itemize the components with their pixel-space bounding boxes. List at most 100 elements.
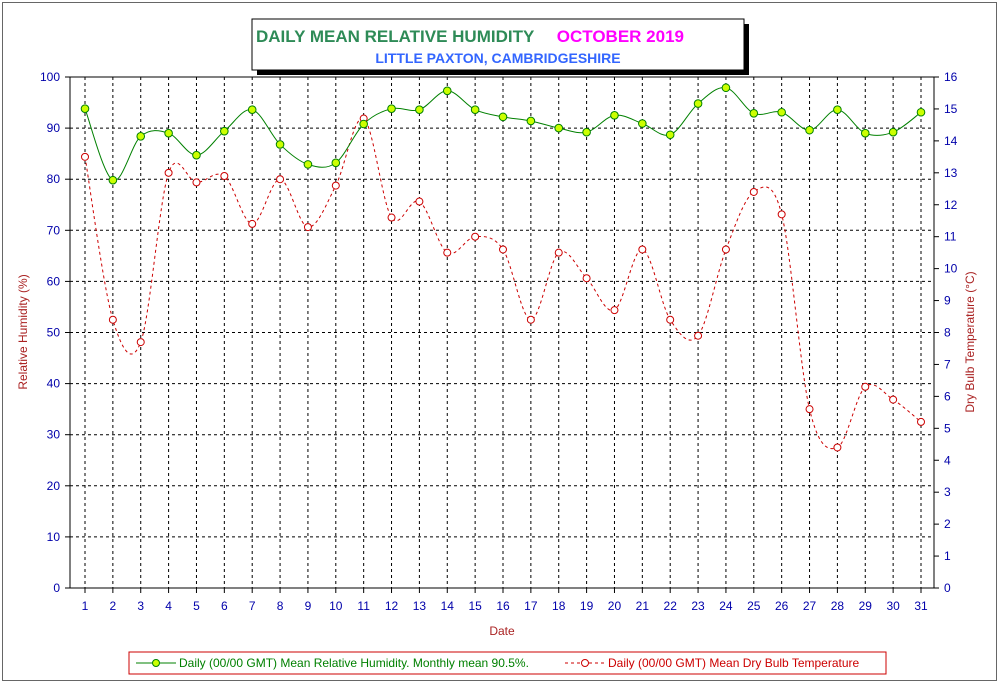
title-period: OCTOBER 2019	[557, 27, 684, 46]
humidity-point	[470, 105, 480, 115]
humidity-point	[805, 125, 814, 135]
y-right-tick-label: 6	[944, 389, 951, 403]
x-tick-label: 8	[277, 599, 284, 613]
y-right-tick-label: 4	[944, 453, 951, 467]
temperature-point	[136, 338, 145, 347]
temperature-point	[610, 306, 619, 315]
y-right-tick-label: 2	[944, 517, 951, 531]
humidity-point	[247, 105, 257, 115]
humidity-point	[916, 107, 926, 117]
svg-text:DAILY MEAN RELATIVE HUMIDITY: DAILY MEAN RELATIVE HUMIDITY OCTOBER 201…	[256, 27, 684, 46]
temperature-point	[443, 248, 452, 257]
axis-ticks: 1 2 3 4 5 6 7 8 9 10 11 12 13 14 15 16 17 18 19 20 21 22 23 24 2…	[40, 70, 958, 613]
humidity-point	[359, 119, 368, 129]
x-tick-label: 23	[691, 599, 705, 613]
y-right-tick-label: 5	[944, 421, 951, 435]
y-left-tick-label: 60	[47, 274, 61, 288]
y-left-tick-label: 30	[47, 428, 61, 442]
humidity-point	[498, 112, 508, 122]
y-right-tick-label: 14	[944, 134, 958, 148]
humidity-point	[387, 104, 396, 113]
y-left-axis-title: Relative Humidity (%)	[16, 274, 30, 389]
legend-temperature-label: Daily (00/00 GMT) Mean Dry Bulb Temperat…	[608, 656, 860, 670]
x-tick-label: 26	[775, 599, 789, 613]
y-right-tick-label: 16	[944, 70, 958, 84]
x-tick-label: 20	[608, 599, 622, 613]
y-right-tick-label: 0	[944, 581, 951, 595]
temperature-point	[805, 405, 814, 414]
x-tick-label: 7	[249, 599, 256, 613]
humidity-point	[275, 140, 285, 149]
humidity-point	[303, 160, 313, 169]
x-tick-label: 3	[137, 599, 144, 613]
temperature-point	[303, 223, 312, 232]
temperature-point	[638, 245, 647, 254]
x-tick-label: 12	[385, 599, 399, 613]
temperature-point	[777, 210, 786, 219]
temperature-point	[694, 331, 703, 340]
title-box: DAILY MEAN RELATIVE HUMIDITY OCTOBER 201…	[251, 18, 749, 75]
humidity-point	[888, 127, 898, 137]
humidity-point	[220, 126, 229, 136]
temperature-point	[499, 245, 507, 254]
temperature-point	[164, 168, 173, 177]
y-right-tick-label: 1	[944, 549, 951, 563]
x-tick-label: 15	[468, 599, 482, 613]
temperature-point	[331, 181, 340, 190]
humidity-point	[749, 108, 759, 118]
x-tick-label: 10	[329, 599, 343, 613]
humidity-point	[80, 104, 90, 113]
y-left-tick-label: 0	[53, 581, 60, 595]
x-tick-label: 9	[305, 599, 312, 613]
temperature-point	[666, 315, 675, 324]
x-tick-label: 11	[357, 599, 370, 613]
humidity-point	[777, 107, 786, 117]
humidity-point	[442, 86, 452, 96]
y-right-tick-label: 11	[944, 230, 957, 244]
y-left-tick-label: 10	[47, 530, 61, 544]
y-left-tick-label: 80	[47, 172, 61, 186]
x-tick-label: 18	[552, 599, 566, 613]
y-right-tick-label: 7	[944, 357, 951, 371]
humidity-point	[192, 150, 201, 160]
humidity-point	[582, 127, 591, 137]
legend: Daily (00/00 GMT) Mean Relative Humidity…	[128, 651, 887, 675]
x-tick-label: 28	[831, 599, 845, 613]
legend-humidity-label: Daily (00/00 GMT) Mean Relative Humidity…	[179, 656, 529, 670]
humidity-point	[638, 119, 647, 128]
x-tick-label: 29	[859, 599, 873, 613]
y-right-tick-label: 12	[944, 198, 958, 212]
temperature-point	[276, 175, 285, 184]
temperature-point	[415, 197, 424, 206]
y-left-tick-label: 20	[47, 479, 61, 493]
x-tick-label: 21	[636, 599, 650, 613]
temperature-point	[861, 382, 870, 391]
y-left-tick-label: 50	[47, 326, 61, 340]
x-tick-label: 17	[524, 599, 538, 613]
y-right-tick-label: 8	[944, 326, 951, 340]
x-tick-label: 1	[82, 599, 89, 613]
plot-area: 1 2 3 4 5 6 7 8 9 10 11 12 13 14 15 16 17 18 19 20 21 22 23 24 2…	[40, 70, 958, 613]
legend-box	[128, 651, 887, 675]
y-left-tick-label: 70	[47, 223, 61, 237]
humidity-point	[108, 175, 118, 185]
temperature-point	[582, 274, 591, 283]
title-location: LITTLE PAXTON, CAMBRIDGESHIRE	[375, 50, 620, 66]
x-tick-label: 16	[496, 599, 510, 613]
temperature-point	[889, 395, 898, 404]
temperature-point	[220, 172, 229, 181]
humidity-point	[693, 99, 703, 108]
series	[80, 83, 926, 452]
temperature-point	[833, 443, 842, 452]
x-tick-label: 25	[747, 599, 761, 613]
temperature-point	[387, 213, 396, 222]
x-tick-label: 27	[803, 599, 817, 613]
humidity-point	[833, 105, 842, 115]
x-tick-label: 31	[914, 599, 928, 613]
y-left-tick-label: 100	[40, 70, 60, 84]
humidity-point	[721, 83, 731, 93]
x-tick-label: 30	[886, 599, 900, 613]
y-right-axis-title: Dry Bulb Temperature (°C)	[963, 271, 977, 412]
